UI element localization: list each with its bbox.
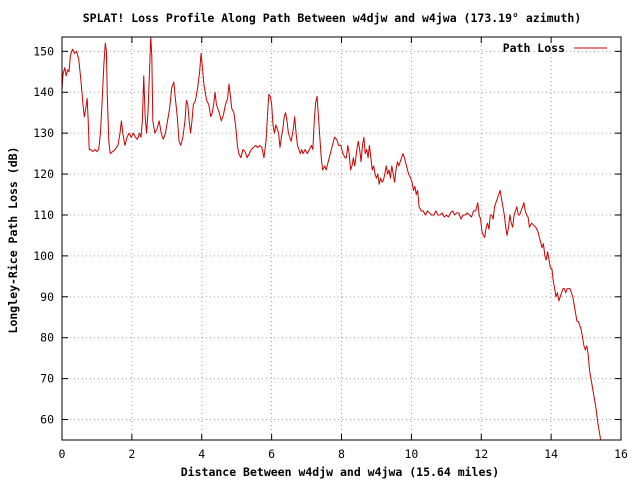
x-axis-title: Distance Between w4djw and w4jwa (15.64 … — [181, 465, 500, 479]
chart-title: SPLAT! Loss Profile Along Path Between w… — [83, 11, 582, 25]
x-tick-label: 14 — [544, 447, 558, 461]
y-tick-label: 130 — [33, 126, 54, 140]
x-tick-label: 16 — [614, 447, 628, 461]
y-tick-label: 150 — [33, 44, 54, 58]
y-tick-label: 110 — [33, 208, 54, 222]
x-tick-label: 8 — [338, 447, 345, 461]
series-group — [62, 37, 602, 440]
y-axis-title: Longley-Rice Path Loss (dB) — [6, 147, 20, 334]
legend-label: Path Loss — [503, 41, 565, 55]
plot-border — [61, 36, 622, 441]
x-tick-label: 0 — [59, 447, 66, 461]
x-tick-label: 10 — [404, 447, 418, 461]
x-tick-label: 2 — [128, 447, 135, 461]
x-tick-label: 12 — [474, 447, 488, 461]
y-tick-label: 60 — [40, 413, 54, 427]
x-tick-label: 4 — [198, 447, 205, 461]
y-tick-label: 140 — [33, 85, 54, 99]
y-tick-labels: 60 70 80 90 100 110 120 130 140 150 — [33, 44, 54, 426]
y-tick-label: 90 — [40, 290, 54, 304]
y-tick-label: 120 — [33, 167, 54, 181]
legend: Path Loss — [503, 41, 607, 55]
y-tick-label: 80 — [40, 331, 54, 345]
x-tick-labels: 0 2 4 6 8 10 12 14 16 — [59, 447, 628, 461]
y-tick-label: 100 — [33, 249, 54, 263]
series-line-path-loss — [62, 37, 602, 440]
y-tick-label: 70 — [40, 372, 54, 386]
x-tick-label: 6 — [268, 447, 275, 461]
